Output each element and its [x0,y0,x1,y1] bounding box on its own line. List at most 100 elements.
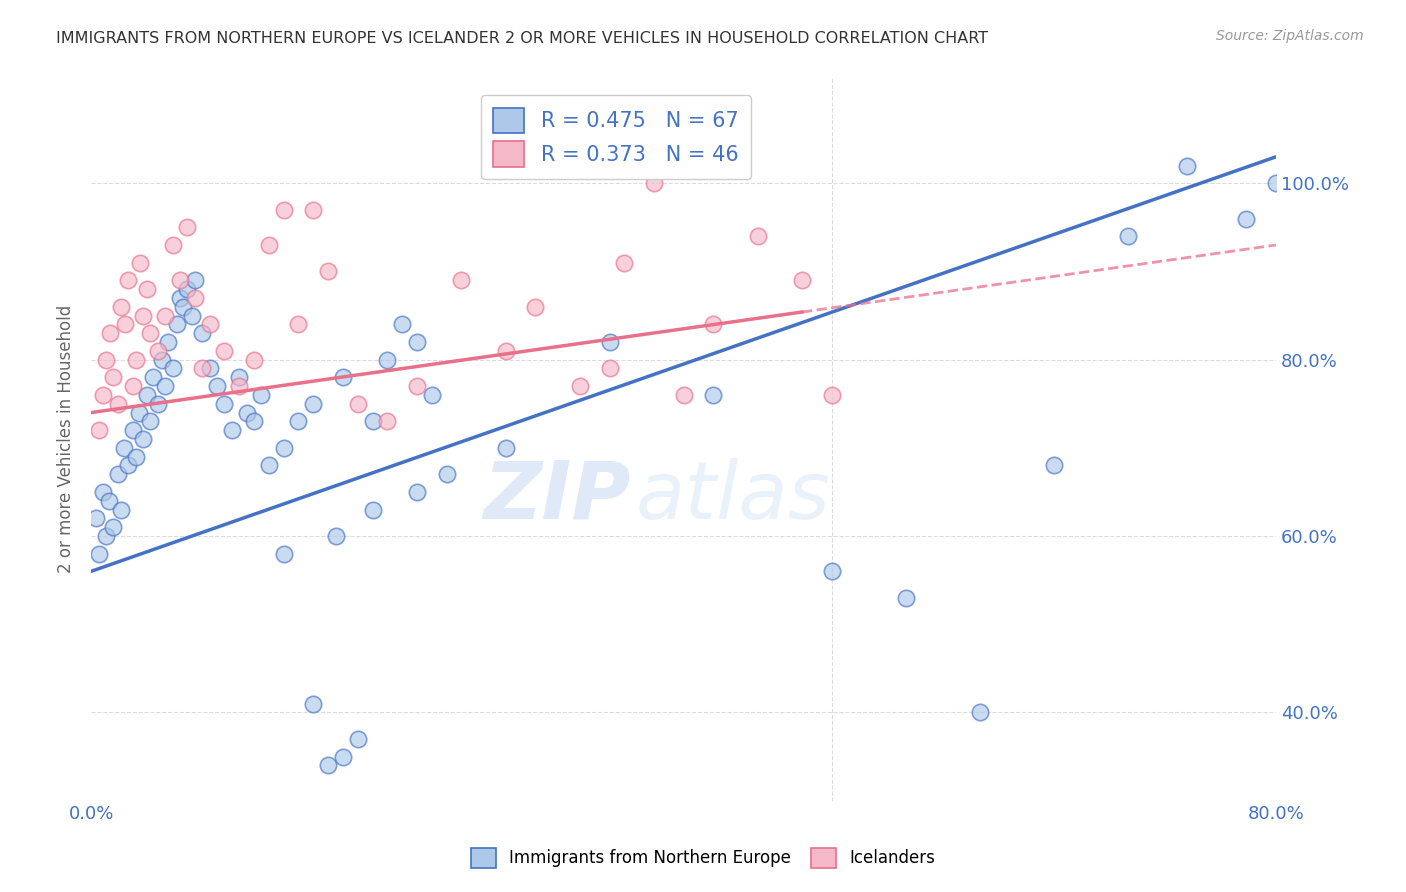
Point [346,731,368,746]
Point [139,414,162,428]
Point [257,458,280,473]
Point [87,423,110,437]
Point [702,388,724,402]
Point [176,282,198,296]
Point [117,273,139,287]
Point [103,520,125,534]
Point [87,547,110,561]
Point [524,300,547,314]
Point [332,370,354,384]
Point [146,397,169,411]
Point [495,441,517,455]
Point [302,697,325,711]
Point [94,352,117,367]
Point [1175,159,1198,173]
Point [821,388,844,402]
Point [184,291,207,305]
Point [643,176,665,190]
Point [273,202,295,217]
Point [97,493,120,508]
Point [157,334,180,349]
Point [128,406,150,420]
Point [191,326,214,341]
Point [302,202,325,217]
Point [142,370,165,384]
Point [129,255,152,269]
Point [747,229,769,244]
Text: Source: ZipAtlas.com: Source: ZipAtlas.com [1216,29,1364,43]
Point [790,273,813,287]
Point [162,361,184,376]
Point [162,238,184,252]
Point [198,361,221,376]
Point [599,361,621,376]
Point [672,388,695,402]
Point [361,502,384,516]
Point [107,467,129,482]
Legend: R = 0.475   N = 67, R = 0.373   N = 46: R = 0.475 N = 67, R = 0.373 N = 46 [481,95,751,179]
Point [153,379,176,393]
Point [94,529,117,543]
Point [273,441,295,455]
Point [214,397,236,411]
Point [377,352,399,367]
Point [377,414,399,428]
Point [273,547,295,561]
Point [172,300,194,314]
Point [136,282,159,296]
Point [110,502,132,516]
Text: ZIP: ZIP [482,458,630,536]
Point [568,379,591,393]
Point [124,450,146,464]
Point [332,749,354,764]
Point [169,273,191,287]
Point [121,379,143,393]
Point [107,397,129,411]
Point [121,423,143,437]
Point [969,706,991,720]
Point [495,343,517,358]
Point [184,273,207,287]
Point [228,370,250,384]
Point [406,379,429,393]
Point [124,352,146,367]
Point [214,343,236,358]
Point [228,379,250,393]
Point [406,485,429,500]
Point [117,458,139,473]
Point [112,441,135,455]
Point [391,318,413,332]
Point [84,511,107,525]
Point [191,361,214,376]
Point [302,397,325,411]
Point [450,273,472,287]
Y-axis label: 2 or more Vehicles in Household: 2 or more Vehicles in Household [58,305,75,574]
Point [91,388,114,402]
Point [100,326,122,341]
Point [420,388,443,402]
Point [1043,458,1066,473]
Point [103,370,125,384]
Point [114,318,136,332]
Point [287,414,309,428]
Point [821,564,844,578]
Point [205,379,228,393]
Point [257,238,280,252]
Point [361,414,384,428]
Point [91,485,114,500]
Point [110,300,132,314]
Point [139,326,162,341]
Point [599,334,621,349]
Point [136,388,159,402]
Point [198,318,221,332]
Point [1234,211,1257,226]
Point [894,591,917,605]
Point [235,406,257,420]
Text: atlas: atlas [636,458,831,536]
Point [243,414,266,428]
Point [132,309,155,323]
Point [406,334,429,349]
Legend: Immigrants from Northern Europe, Icelanders: Immigrants from Northern Europe, Iceland… [464,841,942,875]
Point [316,758,339,772]
Point [1116,229,1139,244]
